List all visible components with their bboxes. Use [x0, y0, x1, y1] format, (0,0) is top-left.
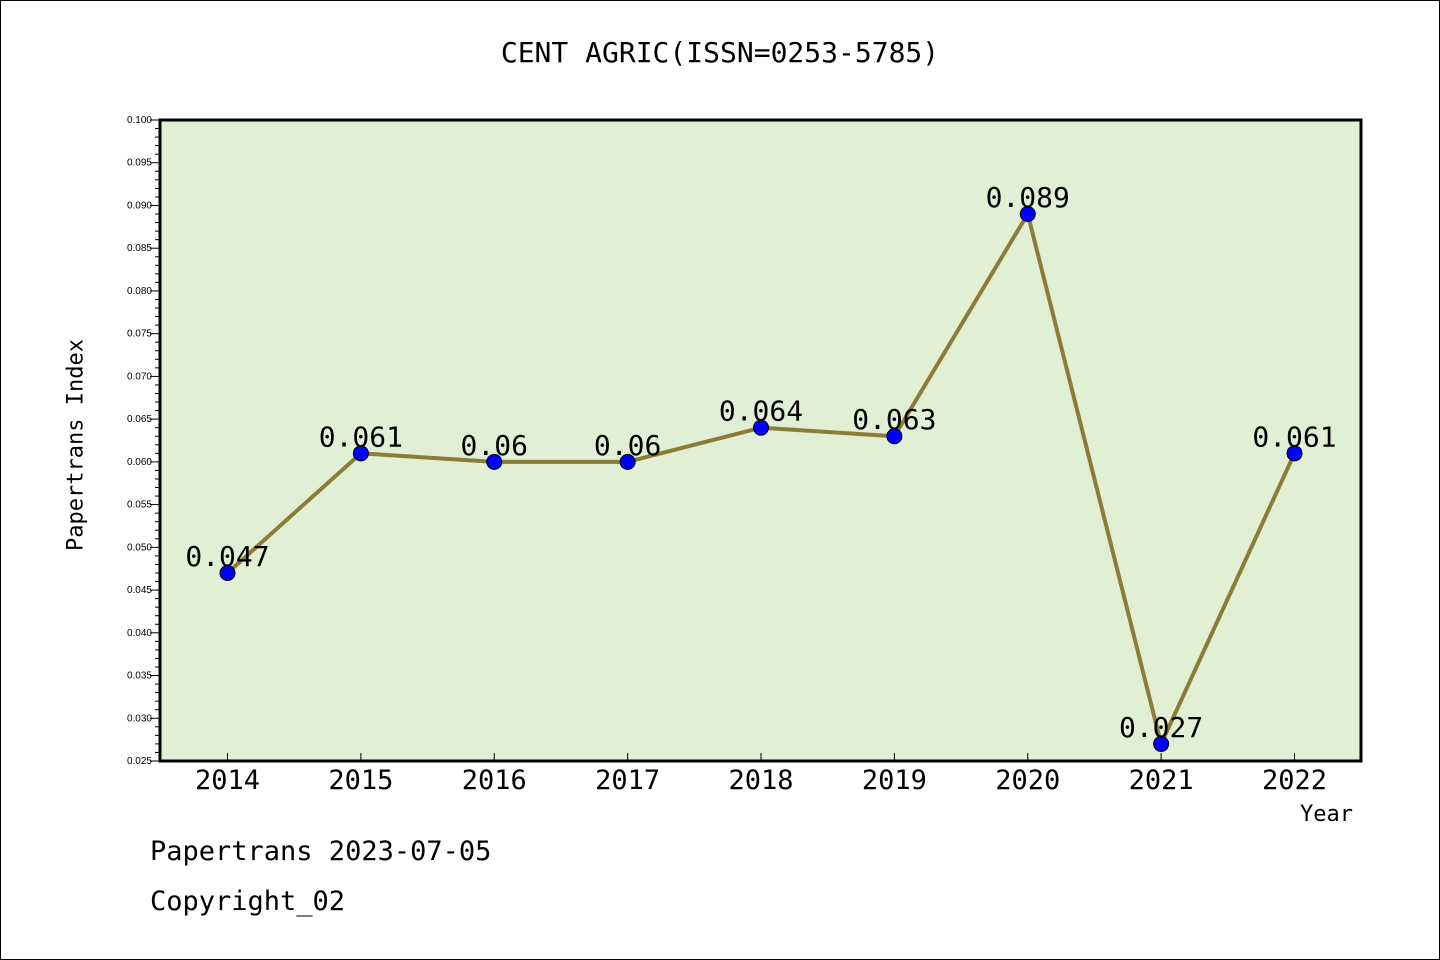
data-point-marker	[1286, 445, 1303, 462]
x-tick-label: 2015	[328, 765, 393, 796]
data-point-marker	[619, 453, 636, 470]
plot-area	[160, 120, 1361, 761]
y-tick-label: 0.045	[127, 585, 152, 596]
data-label: 0.06	[594, 429, 661, 462]
y-tick-label: 0.030	[127, 713, 152, 724]
y-tick-label: 0.090	[127, 200, 152, 211]
y-axis: 0.025 0.030 0.035 0.040 0.045 0.050 0.055 0.060…	[127, 115, 160, 767]
x-tick-label: 2014	[195, 765, 260, 796]
footer-date: Papertrans 2023-07-05	[150, 836, 492, 867]
data-label: 0.061	[1252, 420, 1336, 453]
x-tick-label: 2020	[995, 765, 1060, 796]
data-point-marker	[753, 419, 769, 436]
data-label: 0.089	[986, 181, 1070, 214]
y-tick-label: 0.070	[127, 371, 152, 382]
data-label: 0.06	[461, 429, 528, 462]
y-tick-label: 0.025	[127, 756, 152, 767]
y-tick-label: 0.085	[127, 243, 152, 254]
x-axis: 2014 2015 2016 2017 2018 2019 2020 2021 2022	[195, 753, 1327, 796]
data-point-marker	[219, 564, 236, 581]
plot-border	[158, 118, 1363, 763]
data-label: 0.047	[185, 540, 269, 573]
data-labels: 0.047 0.061 0.06 0.06 0.064 0.063 0.089 0.027 0.…	[185, 181, 1336, 744]
y-tick-label: 0.055	[127, 500, 152, 511]
series-markers	[219, 206, 1303, 752]
data-label: 0.061	[319, 420, 403, 453]
x-tick-label: 2019	[862, 765, 927, 796]
data-label: 0.063	[852, 403, 936, 436]
y-tick-label: 0.065	[127, 414, 152, 425]
y-tick-label: 0.080	[127, 286, 152, 297]
x-tick-label: 2018	[728, 765, 793, 796]
y-tick-label: 0.075	[127, 329, 152, 340]
y-axis-label: Papertrans Index	[63, 339, 89, 551]
footer-copyright: Copyright_02	[150, 886, 346, 917]
y-tick-label: 0.060	[127, 457, 152, 468]
x-tick-label: 2021	[1129, 765, 1194, 796]
data-label: 0.027	[1119, 711, 1203, 744]
y-tick-label: 0.100	[127, 115, 152, 126]
x-axis-label: Year	[1300, 802, 1353, 827]
y-tick-label: 0.035	[127, 671, 152, 682]
y-tick-label: 0.040	[127, 628, 152, 639]
data-label: 0.064	[719, 395, 803, 428]
x-tick-label: 2017	[595, 765, 660, 796]
data-point-marker	[886, 428, 903, 445]
y-tick-label: 0.050	[127, 542, 152, 553]
chart-title: CENT AGRIC(ISSN=0253-5785)	[500, 36, 940, 69]
y-tick-label: 0.095	[127, 158, 152, 169]
x-tick-label: 2022	[1262, 765, 1327, 796]
data-point-marker	[1019, 206, 1036, 223]
data-point-marker	[352, 445, 369, 462]
x-tick-label: 2016	[462, 765, 527, 796]
data-point-marker	[486, 453, 503, 470]
data-point-marker	[1153, 735, 1170, 752]
